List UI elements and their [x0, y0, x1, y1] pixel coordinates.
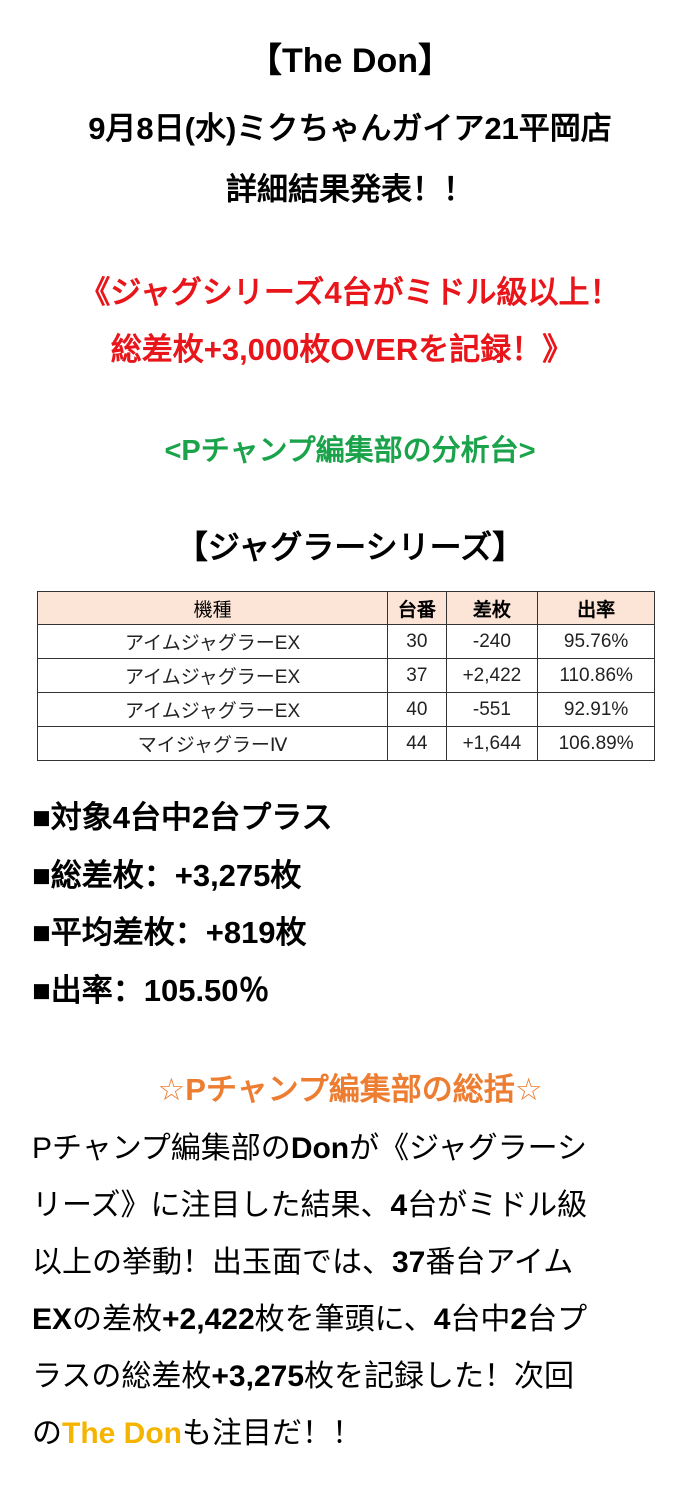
text-run: 2 [510, 1303, 528, 1336]
text-run: の差枚 [72, 1303, 163, 1336]
text-run: ラスの総差枚 [32, 1360, 212, 1393]
cell-diff: -551 [445, 692, 539, 727]
cell-number: 30 [387, 624, 447, 659]
cell-diff: -240 [445, 624, 539, 659]
cell-model: アイムジャグラーEX [36, 692, 389, 727]
cell-rate: 110.86% [537, 658, 655, 693]
text-run: 台中 [450, 1303, 511, 1336]
column-header-diff: 差枚 [445, 591, 539, 625]
event-subtitle: 9月8日(水)ミクちゃんガイア21平岡店 [88, 111, 612, 146]
text-run: 以上の挙動！出玉面では、 [32, 1246, 392, 1279]
headline-line-1: 《ジャグシリーズ4台がミドル級以上！ [79, 275, 621, 310]
review-line: リーズ》に注目した結果、4台がミドル級 [32, 1177, 682, 1234]
text-run: 枚を記録した！次回 [304, 1360, 574, 1393]
summary-plus-count: ■対象4台中2台プラス [32, 800, 333, 835]
text-run: EX [32, 1303, 73, 1336]
review-line: Pチャンプ編集部のDonが《ジャグラーシ [32, 1120, 682, 1177]
cell-number: 40 [387, 692, 447, 727]
analysis-label: <Pチャンプ編集部の分析台> [164, 435, 536, 467]
column-header-number: 台番 [387, 591, 447, 625]
review-body: Pチャンプ編集部のDonが《ジャグラーシ リーズ》に注目した結果、4台がミドル級… [32, 1120, 682, 1462]
cell-rate: 95.76% [537, 624, 655, 659]
review-line: EXの差枚+2,422枚を筆頭に、4台中2台プ [32, 1291, 682, 1348]
text-run: 37 [392, 1246, 426, 1279]
cell-rate: 92.91% [537, 692, 655, 727]
table-row: アイムジャグラーEX 37 +2,422 110.86% [36, 658, 655, 693]
text-run: リーズ》に注目した結果、 [32, 1189, 391, 1222]
cell-model: マイジャグラーⅣ [36, 726, 389, 761]
cell-diff: +2,422 [445, 658, 539, 693]
column-header-model: 機種 [36, 591, 389, 625]
review-line: 以上の挙動！出玉面では、37番台アイム [32, 1234, 682, 1291]
cell-diff: +1,644 [445, 726, 539, 761]
text-run: が《ジャグラーシ [349, 1132, 588, 1165]
summary-average-diff: ■平均差枚：+819枚 [32, 915, 307, 950]
headline-line-2: 総差枚+3,000枚OVERを記録！》 [110, 332, 574, 367]
text-run: +3,275 [211, 1360, 304, 1393]
cell-model: アイムジャグラーEX [36, 658, 389, 693]
text-run: Don [290, 1132, 350, 1165]
text-run: も注目だ！！ [182, 1417, 362, 1450]
text-run: 番台アイム [425, 1246, 574, 1279]
text-run: の [32, 1417, 62, 1450]
text-run: Pチャンプ編集部の [32, 1132, 291, 1165]
review-line: ラスの総差枚+3,275枚を記録した！次回 [32, 1348, 682, 1405]
text-run: 4 [390, 1189, 408, 1222]
series-title: 【ジャグラーシリーズ】 [175, 529, 525, 565]
text-run: 台プ [527, 1303, 588, 1336]
page-title: 【The Don】 [248, 42, 452, 80]
cell-number: 44 [387, 726, 447, 761]
table-header-row: 機種 台番 差枚 出率 [36, 591, 655, 625]
results-announcement: 詳細結果発表！！ [226, 172, 474, 207]
the-don-highlight: The Don [62, 1417, 182, 1450]
cell-rate: 106.89% [537, 726, 655, 761]
text-run: 台がミドル級 [407, 1189, 588, 1222]
table-row: アイムジャグラーEX 40 -551 92.91% [36, 692, 655, 727]
column-header-rate: 出率 [537, 591, 655, 625]
review-title: ☆Pチャンプ編集部の総括☆ [157, 1072, 543, 1107]
table-row: アイムジャグラーEX 30 -240 95.76% [36, 624, 655, 659]
text-run: 枚を筆頭に、 [254, 1303, 434, 1336]
cell-model: アイムジャグラーEX [36, 624, 389, 659]
table-row: マイジャグラーⅣ 44 +1,644 106.89% [36, 726, 655, 761]
review-line: のThe Donも注目だ！！ [32, 1405, 682, 1462]
text-run: 4 [433, 1303, 451, 1336]
results-table: 機種 台番 差枚 出率 アイムジャグラーEX 30 -240 95.76% アイ… [36, 591, 655, 761]
summary-payout-rate: ■出率：105.50％ [32, 973, 270, 1008]
cell-number: 37 [387, 658, 447, 693]
text-run: +2,422 [162, 1303, 255, 1336]
summary-total-diff: ■総差枚：+3,275枚 [32, 858, 302, 893]
